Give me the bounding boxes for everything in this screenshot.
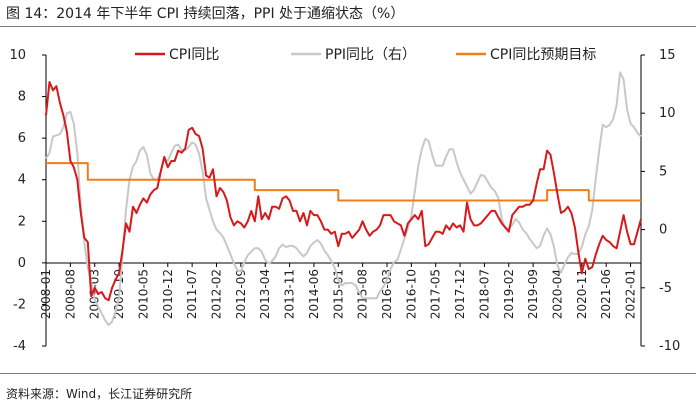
x-tick-label: 2013-04: [258, 269, 272, 319]
x-tick-label: 2010-05: [136, 269, 150, 319]
right-tick-label: 10: [659, 106, 676, 121]
bottom-rule: [0, 373, 696, 374]
legend-target-label: CPI同比预期目标: [490, 47, 596, 63]
top-rule: [0, 26, 696, 27]
legend-cpi-label: CPI同比: [169, 47, 219, 63]
x-tick-label: 2014-06: [307, 269, 321, 319]
x-tick-label: 2019-02: [502, 269, 516, 319]
x-tick-label: 2015-08: [356, 269, 370, 319]
x-tick-label: 2010-12: [161, 269, 175, 319]
right-tick-label: 0: [659, 223, 667, 238]
x-tick-label: 2013-11: [283, 269, 297, 319]
right-tick-label: 5: [659, 164, 667, 179]
x-tick-label: 2022-01: [624, 269, 638, 319]
legend: CPI同比 PPI同比（右） CPI同比预期目标: [135, 47, 596, 63]
x-tick-label: 2012-02: [209, 269, 223, 319]
x-tick-label: 2012-09: [234, 269, 248, 319]
x-tick-label: 2017-05: [429, 269, 443, 319]
left-tick-label: 8: [18, 90, 26, 105]
x-tick-label: 2020-04: [550, 269, 564, 319]
x-tick-label: 2021-06: [599, 269, 613, 319]
x-tick-label: 2008-08: [63, 269, 77, 319]
source-note: 资料来源：Wind，长江证券研究所: [6, 387, 193, 401]
x-tick-label: 2008-01: [39, 269, 53, 319]
cpi-series-line: [45, 81, 642, 302]
right-tick-label: -10: [659, 339, 680, 354]
figure-title: 图 14：2014 年下半年 CPI 持续回落，PPI 处于通缩状态（%）: [6, 6, 405, 22]
x-tick-label: 2015-01: [331, 269, 345, 319]
x-tick-label: 2016-03: [380, 269, 394, 319]
x-tick-label: 2016-10: [404, 269, 418, 319]
right-tick-label: -5: [659, 281, 672, 296]
legend-ppi-label: PPI同比（右）: [325, 47, 416, 63]
ppi-series-line: [45, 71, 642, 326]
left-tick-label: 10: [9, 48, 26, 63]
x-tick-label: 2019-09: [526, 269, 540, 319]
x-tick-label: 2011-07: [185, 269, 199, 319]
right-tick-label: 15: [659, 48, 676, 63]
left-tick-label: 2: [18, 214, 26, 229]
left-tick-label: 4: [18, 173, 26, 188]
left-tick-label: 0: [18, 256, 26, 271]
x-tick-label: 2018-07: [477, 269, 491, 319]
cpi-target-series-line: [46, 162, 641, 202]
x-tick-label: 2017-12: [453, 269, 467, 319]
left-tick-label: -4: [13, 339, 26, 354]
left-tick-label: -2: [13, 297, 26, 312]
x-tick-label: 2020-11: [575, 269, 589, 319]
left-tick-label: 6: [18, 131, 26, 146]
series-layer: [45, 71, 642, 326]
